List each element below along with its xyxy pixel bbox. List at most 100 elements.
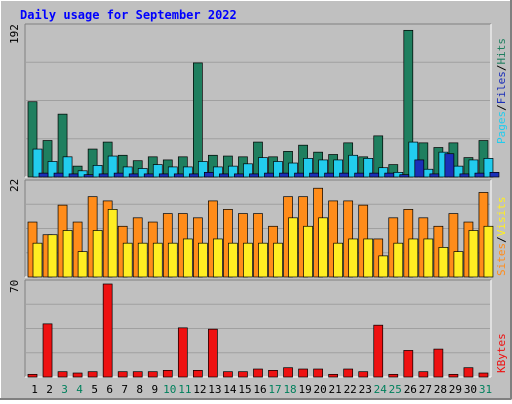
day-label-13: 13 xyxy=(208,383,221,396)
bar-files-day-23 xyxy=(363,158,374,178)
bar-files-day-19 xyxy=(303,158,313,178)
day-label-16: 16 xyxy=(253,383,266,396)
bar-sites-day-2 xyxy=(47,234,58,278)
bar-sites-day-11 xyxy=(182,238,193,278)
bar-sites-day-1 xyxy=(32,242,43,278)
day-label-11: 11 xyxy=(178,383,191,396)
bar-sites-day-4 xyxy=(77,251,88,278)
bar-kbytes-day-18 xyxy=(283,367,293,378)
bar-files-day-10 xyxy=(167,166,178,178)
legend-pages: Pages xyxy=(495,111,508,144)
bar-sites-day-29 xyxy=(453,251,464,278)
bar-sites-day-15 xyxy=(243,242,253,278)
day-label-17: 17 xyxy=(268,383,281,396)
bar-kbytes-day-6 xyxy=(102,283,113,378)
legend-sites: Sites xyxy=(495,243,508,276)
day-label-6: 6 xyxy=(106,383,113,396)
bar-sites-day-30 xyxy=(468,230,479,278)
bar-files-day-5 xyxy=(92,165,103,178)
day-label-2: 2 xyxy=(46,383,53,396)
bar-sites-day-10 xyxy=(167,242,178,278)
bar-sites-day-12 xyxy=(198,242,208,278)
bar-files-day-22 xyxy=(348,154,359,178)
bar-kbytes-day-22 xyxy=(343,368,354,378)
bar-sites-day-25 xyxy=(393,242,404,278)
bar-sites-day-9 xyxy=(152,242,163,278)
day-label-27: 27 xyxy=(419,383,432,396)
day-label-8: 8 xyxy=(136,383,143,396)
bar-files-day-9 xyxy=(152,164,163,178)
bar-pages-day-3 xyxy=(68,173,79,178)
bar-kbytes-day-25 xyxy=(388,373,399,378)
bar-kbytes-day-7 xyxy=(117,371,128,378)
bar-kbytes-day-12 xyxy=(193,370,203,378)
bar-pages-day-2 xyxy=(53,172,64,178)
day-label-4: 4 xyxy=(76,383,83,396)
day-label-18: 18 xyxy=(283,383,296,396)
bar-files-day-1 xyxy=(32,148,43,178)
bar-kbytes-day-3 xyxy=(57,371,68,378)
bar-pages-day-20 xyxy=(324,172,334,178)
panel2-ylabel: Sites/Visits xyxy=(495,197,508,277)
bar-kbytes-day-20 xyxy=(313,368,323,378)
bar-sites-day-3 xyxy=(62,230,73,278)
bar-kbytes-day-29 xyxy=(448,373,459,378)
bar-files-day-18 xyxy=(288,162,298,178)
bar-pages-day-14 xyxy=(234,173,244,178)
bar-kbytes-day-10 xyxy=(162,370,173,378)
bar-kbytes-day-9 xyxy=(147,371,158,378)
bar-files-day-26 xyxy=(408,141,419,178)
legend-visits: Visits xyxy=(495,197,508,237)
bar-sites-day-18 xyxy=(288,217,298,278)
bar-kbytes-day-28 xyxy=(433,348,444,378)
bar-sites-day-19 xyxy=(303,225,313,278)
bar-files-day-31 xyxy=(483,158,494,178)
bar-sites-day-5 xyxy=(92,230,103,278)
bar-kbytes-day-8 xyxy=(132,371,143,378)
day-label-3: 3 xyxy=(61,383,68,396)
bar-kbytes-day-31 xyxy=(478,372,489,378)
bar-kbytes-day-26 xyxy=(403,350,414,378)
day-label-10: 10 xyxy=(163,383,176,396)
day-label-28: 28 xyxy=(434,383,447,396)
day-label-15: 15 xyxy=(238,383,251,396)
bar-pages-day-27 xyxy=(429,173,440,178)
bar-kbytes-day-1 xyxy=(27,373,38,378)
bar-files-day-21 xyxy=(333,159,343,178)
bar-pages-day-24 xyxy=(384,172,395,178)
bar-pages-day-13 xyxy=(219,173,229,178)
bar-sites-day-6 xyxy=(107,209,118,278)
bar-kbytes-day-23 xyxy=(358,371,369,378)
bar-files-day-11 xyxy=(182,166,193,178)
bar-pages-day-25 xyxy=(399,174,410,178)
bar-pages-day-16 xyxy=(264,172,274,178)
bar-pages-day-5 xyxy=(98,173,109,178)
bar-kbytes-day-4 xyxy=(72,372,83,378)
day-label-29: 29 xyxy=(449,383,462,396)
bar-pages-day-23 xyxy=(369,172,380,178)
bar-pages-day-26 xyxy=(414,159,425,178)
day-label-21: 21 xyxy=(329,383,342,396)
bar-files-day-13 xyxy=(213,166,223,178)
bar-pages-day-11 xyxy=(188,173,199,178)
bar-files-day-2 xyxy=(47,161,58,178)
bar-kbytes-day-19 xyxy=(298,368,308,378)
bar-files-day-17 xyxy=(273,161,283,178)
day-label-19: 19 xyxy=(298,383,311,396)
bar-kbytes-day-16 xyxy=(253,368,263,378)
bar-kbytes-day-5 xyxy=(87,371,98,378)
bar-kbytes-day-27 xyxy=(418,371,429,378)
day-label-14: 14 xyxy=(223,383,237,396)
bar-hits-day-12 xyxy=(193,62,203,178)
bar-visits-day-21 xyxy=(328,200,338,278)
day-label-7: 7 xyxy=(121,383,128,396)
bar-pages-day-10 xyxy=(173,173,184,178)
bar-kbytes-day-11 xyxy=(177,327,188,378)
bar-kbytes-day-2 xyxy=(42,323,53,378)
bar-files-day-15 xyxy=(243,163,253,178)
bar-pages-day-30 xyxy=(474,172,485,178)
bar-files-day-8 xyxy=(137,168,148,178)
bar-sites-day-8 xyxy=(137,242,148,278)
bar-sites-day-31 xyxy=(483,225,494,278)
bar-sites-day-17 xyxy=(273,242,283,278)
